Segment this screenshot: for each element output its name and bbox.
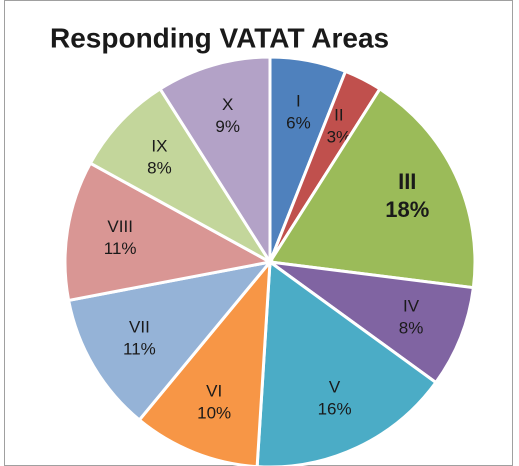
slice-category-label: IV bbox=[403, 296, 420, 315]
pie-slice bbox=[158, 55, 272, 268]
slice-value-label: 8% bbox=[399, 318, 424, 337]
chart-title: Responding VATAT Areas bbox=[50, 22, 389, 53]
slice-value-label: 16% bbox=[318, 400, 352, 419]
slice-category-label: III bbox=[398, 169, 416, 194]
slice-category-label: X bbox=[222, 95, 233, 114]
pie-slice bbox=[137, 257, 272, 466]
slice-category-label: II bbox=[334, 105, 343, 124]
pie-slice bbox=[269, 260, 476, 385]
slice-value-label: 11% bbox=[104, 239, 137, 258]
slice-category-label: VI bbox=[206, 382, 222, 401]
slice-category-label: VIII bbox=[107, 217, 133, 236]
pie-slice bbox=[66, 259, 274, 423]
pie-slice bbox=[255, 259, 438, 466]
slice-value-label: 8% bbox=[147, 159, 172, 178]
slice-category-label: IX bbox=[151, 137, 167, 156]
pie-slice bbox=[63, 161, 275, 303]
slice-value-label: 18% bbox=[385, 197, 429, 222]
slice-value-label: 6% bbox=[286, 113, 311, 132]
slice-category-label: V bbox=[329, 378, 341, 397]
pie-slice bbox=[267, 86, 477, 290]
slice-value-label: 11% bbox=[123, 340, 156, 359]
slice-category-label: I bbox=[296, 91, 301, 110]
slice-value-label: 9% bbox=[215, 117, 240, 136]
slice-category-label: VII bbox=[129, 318, 150, 337]
pie-slice bbox=[88, 86, 272, 264]
slice-value-label: 10% bbox=[197, 404, 231, 423]
